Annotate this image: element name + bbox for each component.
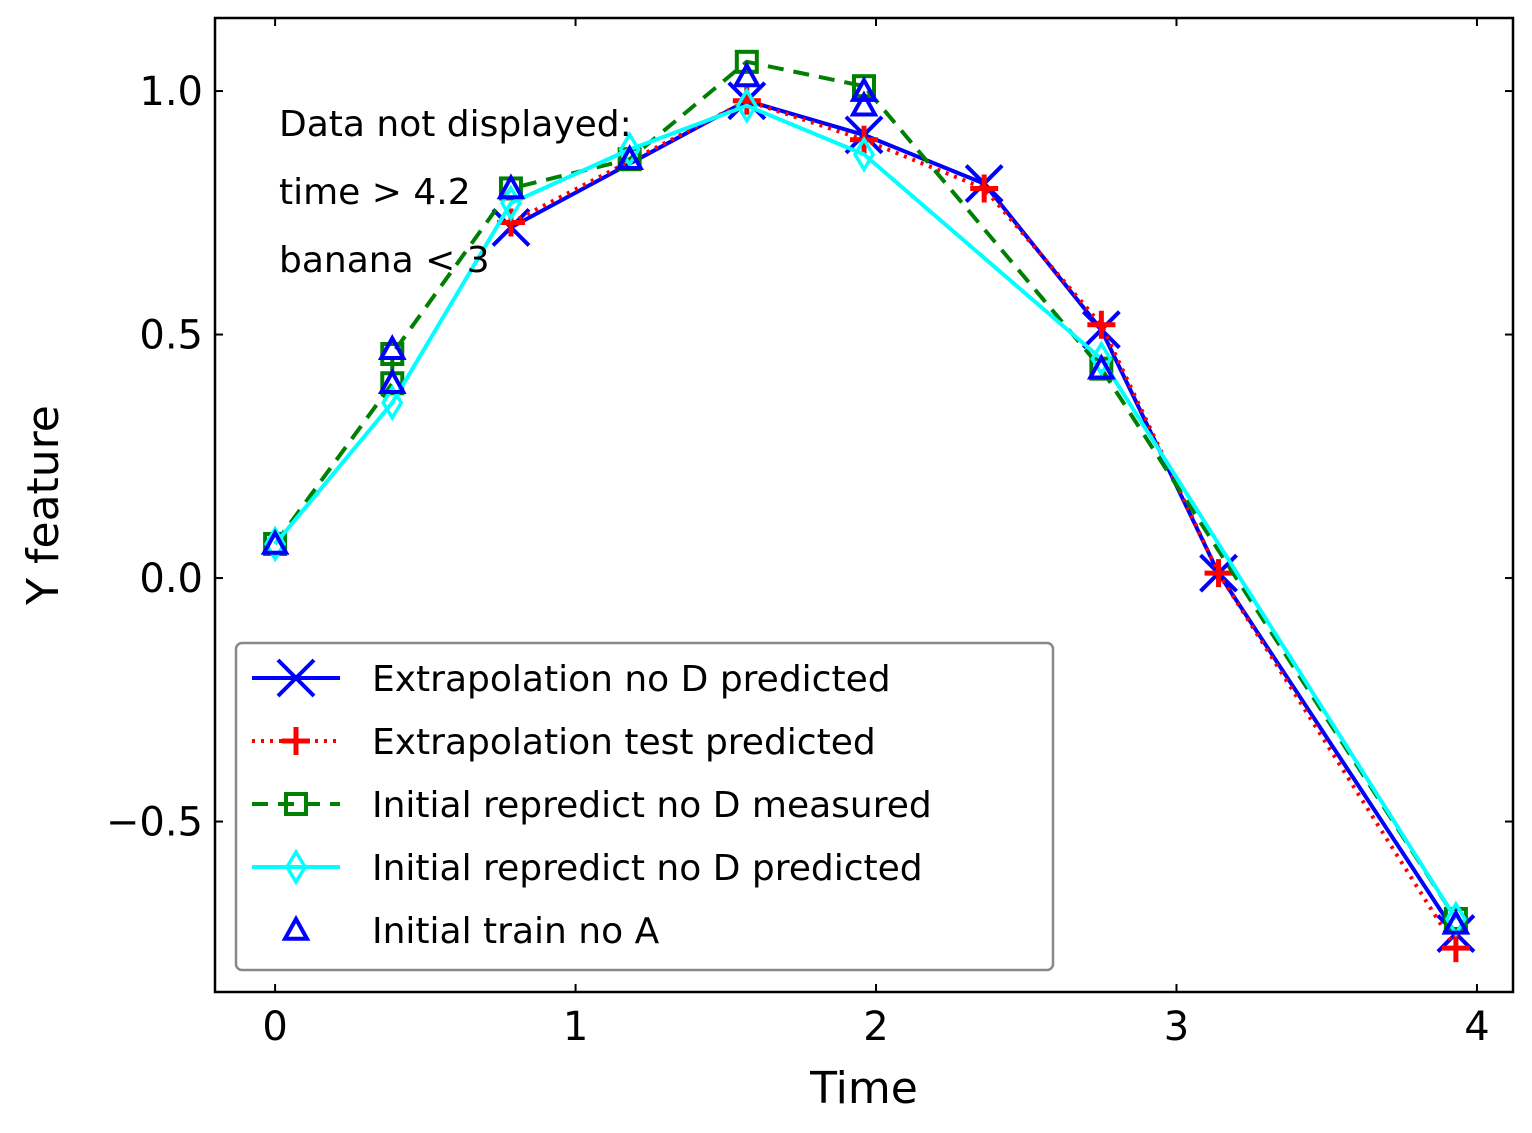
legend-entry: Extrapolation no D predicted [252, 658, 891, 700]
x-tick-label: 2 [863, 1004, 888, 1050]
x-tick-label: 1 [563, 1004, 588, 1050]
legend-entry: Initial repredict no D measured [252, 785, 932, 826]
annotation-block: Data not displayed: time > 4.2 banana < 3 [279, 104, 632, 281]
series-3-point [381, 384, 404, 422]
legend-box [234, 641, 1055, 972]
series-4-point [615, 144, 645, 171]
series-4-point [260, 528, 290, 555]
x-tick-label: 4 [1464, 1004, 1489, 1050]
series-2-point [734, 49, 759, 74]
series-4-point [377, 334, 407, 360]
legend-marker [284, 848, 308, 886]
series-4-point [732, 61, 762, 88]
series-layer [260, 49, 1476, 963]
legend-marker [281, 914, 311, 941]
legend-marker [282, 727, 310, 755]
series-3-point [1090, 340, 1113, 378]
series-1-point [970, 174, 999, 203]
legend-marker [284, 792, 308, 816]
plot-frame [213, 16, 1515, 994]
series-3 [264, 87, 1467, 938]
x-axis-label: Time [809, 1063, 918, 1114]
legend-label: Extrapolation no D predicted [372, 659, 891, 700]
legend-label: Initial repredict no D measured [372, 785, 932, 826]
series-3-line [273, 103, 1458, 921]
series-4 [260, 61, 1471, 935]
y-tick-label: 0.5 [139, 313, 203, 359]
series-3-point [264, 525, 287, 563]
ticks-layer: 0 1 2 3 4 −0.5 0.0 0.5 1.0 [106, 18, 1513, 1050]
y-axis-label: Y feature [18, 405, 69, 606]
y-tick-label: −0.5 [106, 800, 203, 846]
series-1-point [1087, 310, 1116, 339]
legend-entry: Extrapolation test predicted [252, 722, 876, 763]
series-3-point [735, 87, 758, 125]
series-1-point [1441, 934, 1470, 963]
y-tick-label: 0.0 [139, 556, 203, 602]
legend-entry: Initial train no A [281, 911, 660, 952]
legend-label: Extrapolation test predicted [372, 722, 876, 763]
legend-label: Initial train no A [372, 911, 660, 952]
legend-marker [276, 658, 316, 698]
y-tick-label: 1.0 [139, 69, 203, 115]
series-4-point [377, 368, 407, 395]
x-tick-label: 0 [262, 1004, 287, 1050]
annotation-line: Data not displayed: [279, 104, 632, 145]
x-tick-label: 3 [1164, 1004, 1189, 1050]
series-4-point [1086, 353, 1116, 380]
annotation-line: banana < 3 [279, 240, 490, 281]
legend: Extrapolation no D predicted Extrapolatio… [234, 641, 1055, 972]
series-3-point [852, 135, 876, 173]
series-4-point [849, 75, 879, 102]
annotation-line: time > 4.2 [279, 172, 471, 213]
legend-label: Initial repredict no D predicted [372, 848, 923, 889]
series-3-point [618, 131, 641, 168]
series-4-point [496, 173, 526, 200]
series-4-point [1441, 908, 1471, 935]
series-4-point [849, 90, 879, 117]
series-1-point [1204, 559, 1233, 588]
legend-entry: Initial repredict no D predicted [252, 848, 923, 889]
